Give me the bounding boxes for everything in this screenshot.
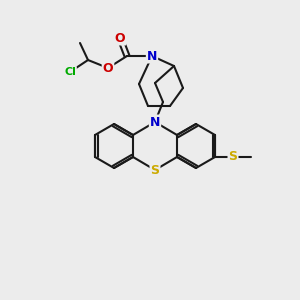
Text: S: S bbox=[229, 151, 238, 164]
Text: N: N bbox=[150, 116, 160, 128]
Text: O: O bbox=[103, 61, 113, 74]
Text: Cl: Cl bbox=[64, 67, 76, 77]
Text: N: N bbox=[147, 50, 157, 62]
Text: S: S bbox=[151, 164, 160, 176]
Text: O: O bbox=[115, 32, 125, 44]
